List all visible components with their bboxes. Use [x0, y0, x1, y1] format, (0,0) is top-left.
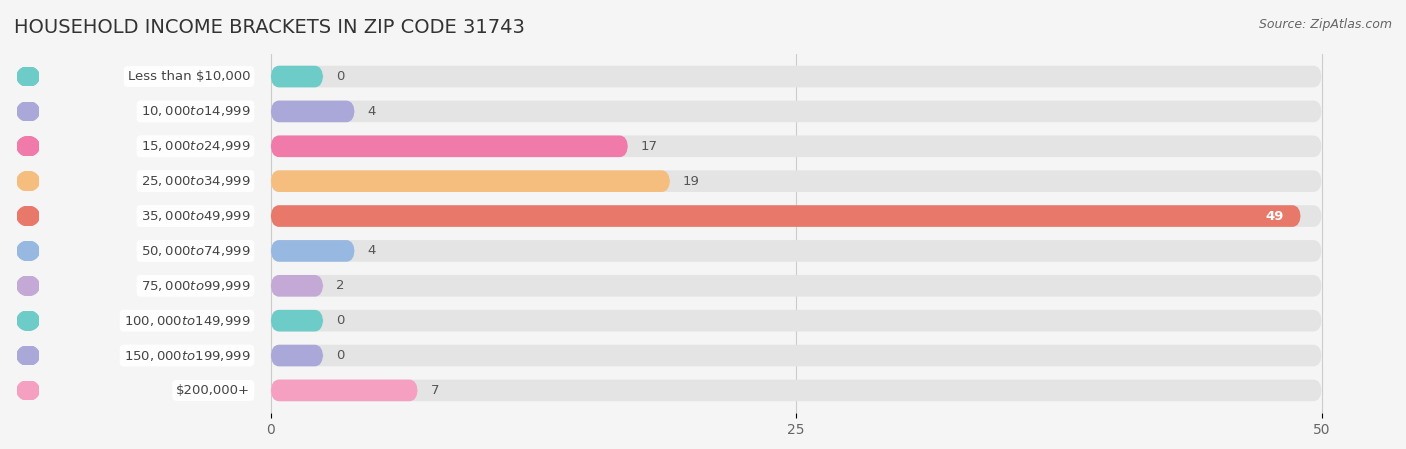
- Text: $75,000 to $99,999: $75,000 to $99,999: [141, 279, 250, 293]
- FancyBboxPatch shape: [270, 101, 354, 122]
- FancyBboxPatch shape: [270, 379, 418, 401]
- Text: $15,000 to $24,999: $15,000 to $24,999: [141, 139, 250, 153]
- FancyBboxPatch shape: [270, 345, 323, 366]
- Circle shape: [17, 381, 39, 401]
- Text: 4: 4: [367, 105, 375, 118]
- FancyBboxPatch shape: [270, 205, 1301, 227]
- FancyBboxPatch shape: [270, 101, 1322, 122]
- FancyBboxPatch shape: [270, 66, 323, 88]
- Circle shape: [17, 136, 39, 156]
- Text: 19: 19: [683, 175, 700, 188]
- Text: 0: 0: [336, 70, 344, 83]
- Circle shape: [17, 276, 39, 296]
- Text: Less than $10,000: Less than $10,000: [128, 70, 250, 83]
- Circle shape: [17, 241, 39, 261]
- FancyBboxPatch shape: [270, 170, 671, 192]
- FancyBboxPatch shape: [270, 240, 1322, 262]
- FancyBboxPatch shape: [270, 136, 1322, 157]
- FancyBboxPatch shape: [270, 310, 1322, 331]
- Circle shape: [17, 101, 39, 121]
- FancyBboxPatch shape: [270, 345, 1322, 366]
- Circle shape: [17, 346, 39, 365]
- Text: Source: ZipAtlas.com: Source: ZipAtlas.com: [1258, 18, 1392, 31]
- Text: 2: 2: [336, 279, 344, 292]
- Circle shape: [17, 66, 39, 86]
- FancyBboxPatch shape: [270, 275, 323, 297]
- Text: 17: 17: [641, 140, 658, 153]
- FancyBboxPatch shape: [270, 240, 354, 262]
- FancyBboxPatch shape: [270, 379, 1322, 401]
- Text: $25,000 to $34,999: $25,000 to $34,999: [141, 174, 250, 188]
- Text: $50,000 to $74,999: $50,000 to $74,999: [141, 244, 250, 258]
- Text: 7: 7: [430, 384, 439, 397]
- Text: 0: 0: [336, 349, 344, 362]
- Text: $10,000 to $14,999: $10,000 to $14,999: [141, 105, 250, 119]
- FancyBboxPatch shape: [270, 275, 1322, 297]
- FancyBboxPatch shape: [270, 205, 1322, 227]
- Text: $100,000 to $149,999: $100,000 to $149,999: [124, 314, 250, 328]
- Text: HOUSEHOLD INCOME BRACKETS IN ZIP CODE 31743: HOUSEHOLD INCOME BRACKETS IN ZIP CODE 31…: [14, 18, 524, 37]
- Text: 4: 4: [367, 244, 375, 257]
- FancyBboxPatch shape: [270, 136, 628, 157]
- Text: $35,000 to $49,999: $35,000 to $49,999: [141, 209, 250, 223]
- Text: $200,000+: $200,000+: [176, 384, 250, 397]
- Circle shape: [17, 171, 39, 191]
- Circle shape: [17, 206, 39, 226]
- Circle shape: [17, 311, 39, 330]
- Text: 0: 0: [336, 314, 344, 327]
- Text: 49: 49: [1265, 210, 1284, 223]
- Text: $150,000 to $199,999: $150,000 to $199,999: [124, 348, 250, 362]
- FancyBboxPatch shape: [270, 66, 1322, 88]
- FancyBboxPatch shape: [270, 170, 1322, 192]
- FancyBboxPatch shape: [270, 310, 323, 331]
